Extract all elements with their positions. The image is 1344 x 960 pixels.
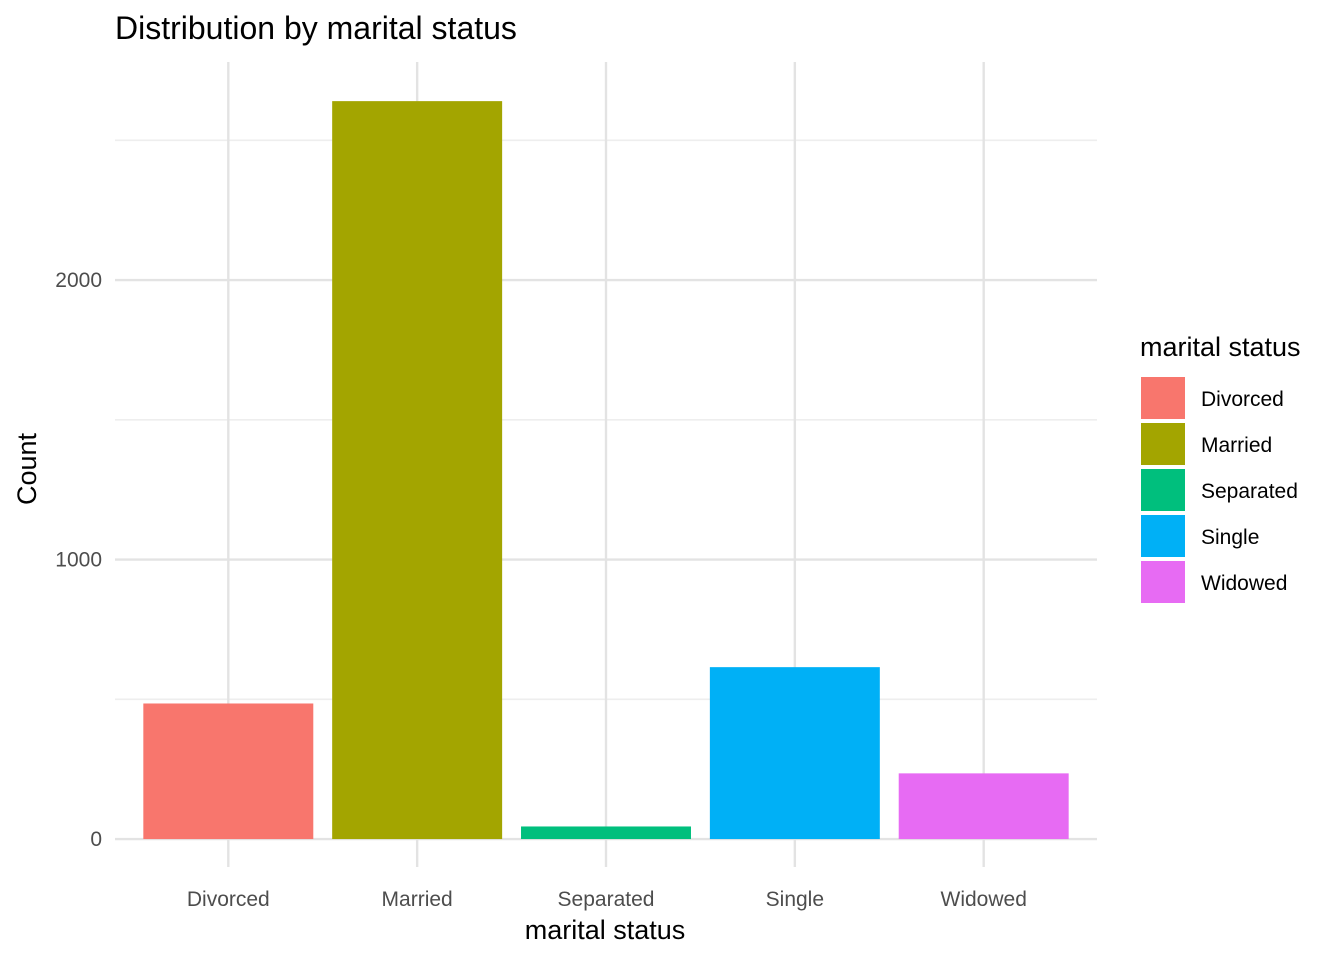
x-tick-label: Single	[766, 888, 824, 911]
y-tick-label: 1000	[55, 549, 102, 572]
legend-label-married: Married	[1201, 434, 1272, 457]
bar-separated	[521, 826, 691, 840]
y-axis-ticks: 0 1000 2000	[55, 269, 102, 851]
x-tick-label: Divorced	[187, 888, 270, 911]
y-tick-label: 2000	[55, 269, 102, 292]
x-tick-label: Widowed	[941, 888, 1027, 911]
legend-key-separated	[1141, 469, 1185, 511]
legend-label-separated: Separated	[1201, 480, 1298, 503]
x-tick-label: Married	[382, 888, 453, 911]
x-tick-label: Separated	[558, 888, 655, 911]
bars	[143, 101, 1069, 840]
y-axis-title: Count	[12, 432, 42, 505]
x-axis-ticks: Divorced Married Separated Single Widowed	[187, 888, 1027, 911]
legend-items: Divorced Married Separated Single Widowed	[1141, 377, 1298, 603]
y-tick-label: 0	[90, 828, 102, 851]
bar-married	[332, 101, 503, 840]
legend-title: marital status	[1140, 332, 1301, 362]
legend: marital status Divorced Married Separated S…	[1140, 332, 1301, 603]
bar-divorced	[143, 703, 314, 840]
legend-key-divorced	[1141, 377, 1185, 419]
x-axis-title: marital status	[525, 915, 686, 945]
legend-key-single	[1141, 515, 1185, 557]
bar-widowed	[898, 773, 1069, 840]
chart-title: Distribution by marital status	[115, 10, 517, 46]
legend-key-married	[1141, 423, 1185, 465]
legend-label-widowed: Widowed	[1201, 572, 1287, 595]
legend-key-widowed	[1141, 561, 1185, 603]
bar-single	[709, 667, 880, 840]
legend-label-divorced: Divorced	[1201, 388, 1284, 411]
legend-label-single: Single	[1201, 526, 1259, 549]
